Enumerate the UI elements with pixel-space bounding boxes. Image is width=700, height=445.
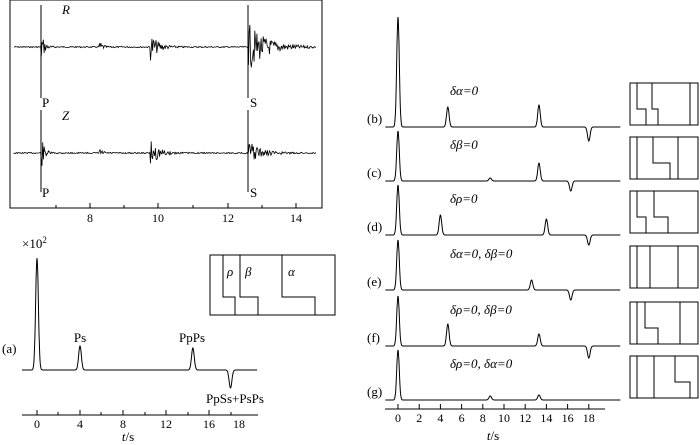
panel-d-tag: (d) xyxy=(367,219,382,234)
right-tick-label: 4 xyxy=(437,411,443,425)
panel-d-label: δρ=0 xyxy=(450,191,478,206)
panel-a: ×102 (a) Ps PpPs PpSs+PsPs ρ β α xyxy=(2,235,336,444)
panel-d-inset-profile xyxy=(636,191,669,233)
top-tick-12: 12 xyxy=(222,211,234,225)
right-tick-label: 14 xyxy=(540,411,552,425)
a-tick-12: 12 xyxy=(160,417,172,431)
panel-e-inset xyxy=(629,245,699,289)
a-tick-18: 18 xyxy=(233,417,245,431)
right-tick-label: 8 xyxy=(480,411,486,425)
panel-e-trace xyxy=(385,239,621,301)
peak-PpPs-label: PpPs xyxy=(179,330,205,345)
panel-a-trace xyxy=(22,258,258,389)
peak-Ps-label: Ps xyxy=(74,330,86,345)
P-label-Z: P xyxy=(42,185,49,200)
inset-frame xyxy=(209,254,336,316)
panel-g-inset-profile xyxy=(636,356,691,398)
panel-f-trace xyxy=(385,295,621,359)
right-panels: (b) δα=0 (c) δβ=0 (d) δρ=0 (e) δα=0, δβ=0 (f) δρ=… xyxy=(367,16,699,401)
a-tick-8: 8 xyxy=(120,417,126,431)
a-tick-4: 4 xyxy=(77,417,83,431)
panel-e-inset-profile xyxy=(636,246,679,288)
panel-b-tag: (b) xyxy=(367,111,382,126)
panel-g-inset xyxy=(629,355,699,399)
panel-a-xlabel: t/s xyxy=(122,429,134,444)
S-label-Z: S xyxy=(250,185,257,200)
trace-Z xyxy=(13,141,317,166)
panel-b-label: δα=0 xyxy=(450,83,479,98)
inset-alpha-label: α xyxy=(288,264,296,279)
a-tick-0: 0 xyxy=(34,417,40,431)
panel-a-scale: ×102 xyxy=(22,235,47,251)
panel-a-tag: (a) xyxy=(2,341,16,356)
trace-R xyxy=(13,24,317,68)
panel-f-inset xyxy=(629,301,699,345)
right-tick-label: 16 xyxy=(562,411,574,425)
right-tick-label: 12 xyxy=(519,411,531,425)
right-tick-label: 6 xyxy=(459,411,465,425)
trace-Z-label: Z xyxy=(62,108,70,123)
panel-d-inset xyxy=(629,190,699,234)
panel-b-trace xyxy=(385,16,621,142)
top-tick-14: 14 xyxy=(290,211,302,225)
top-traces-frame xyxy=(9,0,323,209)
inset-rho-profile xyxy=(222,255,236,315)
panel-c-label: δβ=0 xyxy=(450,137,478,152)
right-tick-label: 10 xyxy=(498,411,510,425)
trace-R-label: R xyxy=(61,2,70,17)
panel-g-tag: (g) xyxy=(367,384,382,399)
right-tick-label: 0 xyxy=(395,411,401,425)
panel-f-inset-profile xyxy=(636,302,681,344)
top-tick-10: 10 xyxy=(152,211,164,225)
panel-g-label: δρ=0, δα=0 xyxy=(450,356,513,371)
inset-alpha-profile xyxy=(281,255,316,315)
panel-a-model-inset: ρ β α xyxy=(209,254,336,316)
panel-b-inset-profile xyxy=(636,83,691,125)
a-tick-16: 16 xyxy=(203,417,215,431)
inset-beta-label: β xyxy=(244,264,252,279)
panel-c-tag: (c) xyxy=(367,165,381,180)
panel-e-tag: (e) xyxy=(367,274,381,289)
panel-g-trace xyxy=(385,349,621,401)
panel-c-inset-profile xyxy=(636,137,679,179)
panel-b-inset xyxy=(629,82,699,126)
top-traces-panel: R Z P S P S 8 10 12 14 xyxy=(9,0,323,225)
inset-beta-profile xyxy=(239,255,259,315)
panel-c-trace xyxy=(385,130,621,192)
P-label-R: P xyxy=(42,95,49,110)
right-xlabel: t/s xyxy=(487,428,499,443)
panel-f-tag: (f) xyxy=(367,330,380,345)
peak-PpSs-PsPs-label: PpSs+PsPs xyxy=(206,391,264,406)
top-tick-8: 8 xyxy=(87,211,93,225)
right-tick-label: 18 xyxy=(583,411,595,425)
right-xaxis: t/s 0 2 4 6 8 10 12 14 16 18 xyxy=(385,404,605,443)
inset-rho-label: ρ xyxy=(226,264,233,279)
panel-f-label: δρ=0, δβ=0 xyxy=(450,302,512,317)
panel-d-trace xyxy=(385,184,621,246)
right-tick-label: 2 xyxy=(416,411,422,425)
panel-c-inset xyxy=(629,136,699,180)
S-label-R: S xyxy=(250,95,257,110)
panel-e-label: δα=0, δβ=0 xyxy=(450,246,513,261)
